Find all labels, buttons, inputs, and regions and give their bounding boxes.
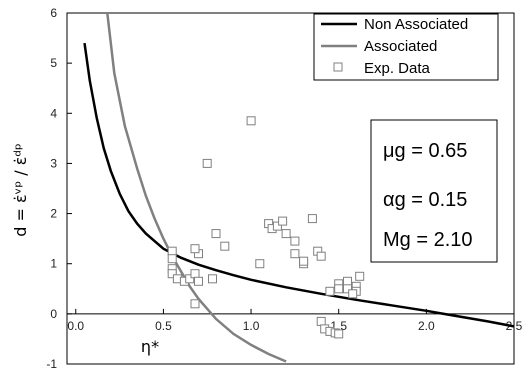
exp-data-point [167,246,177,256]
x-tick-label: 1.0 [243,319,260,333]
parameter-box: μg = 0.65 αg = 0.15 Mg = 2.10 [370,119,498,263]
y-tick-label: -1 [46,357,57,371]
legend-swatch-exp-data [333,62,343,72]
x-tick-label: 0.0 [67,319,84,333]
legend-label-associated: Associated [364,38,437,55]
param-alpha-value: 0.15 [429,189,468,211]
exp-data-point [299,256,309,266]
parameter-box-frame [370,119,498,263]
non-associated-line [83,42,514,328]
param-mu-symbol: μg [383,140,406,162]
x-tick-label: 2.0 [418,319,435,333]
exp-data-point [355,271,365,281]
param-mu-equals: = [411,140,428,162]
exp-data-point [167,254,177,264]
x-axis-title: η* [141,337,159,356]
exp-data-point [190,269,200,279]
param-alpha-equals: = [411,189,428,211]
legend: Non Associated Associated Exp. Data [313,13,499,81]
exp-data-point [167,269,177,279]
exp-data-point [348,289,358,299]
param-alpha-g: αg = 0.15 [383,189,467,211]
exp-data-point [272,221,282,231]
exp-data-point [290,249,300,259]
exp-data-point [334,284,344,294]
exp-data-point [185,274,195,284]
param-m-g: Mg = 2.10 [383,229,473,251]
exp-data-point [278,216,288,226]
y-tick-label: 0 [50,307,57,321]
y-tick-label: 2 [50,207,57,221]
exp-data-point [325,286,335,296]
exp-data-point [211,229,221,239]
y-tick-label: 6 [50,6,57,20]
x-tick-label: 2.5 [506,319,523,333]
param-m-value: 2.10 [434,229,473,251]
y-tick-label: 5 [50,56,57,70]
exp-data-point [190,244,200,254]
y-axis-title: d = ε̇ᵛᵖ / ε̇ᵈᵖ [11,143,30,236]
param-alpha-symbol: αg [383,189,406,211]
legend-label-non-associated: Non Associated [364,16,468,33]
exp-data-point [255,259,265,269]
param-mu-g: μg = 0.65 [383,140,467,162]
exp-data-point [208,274,217,284]
exp-data-point [316,251,326,261]
exp-data-point [190,299,200,309]
exp-data-point [334,329,344,339]
param-m-symbol: Mg [383,229,411,251]
x-tick-label: 0.5 [155,319,172,333]
exp-data-point [316,316,326,326]
exp-data-point [220,241,230,251]
exp-data-point [343,284,352,294]
param-mu-value: 0.65 [428,140,467,162]
y-tick-label: 3 [50,156,57,170]
exp-data-point [281,229,291,239]
y-tick-label: 1 [50,257,57,271]
exp-data-point [246,116,256,126]
legend-label-exp-data: Exp. Data [364,60,431,77]
param-m-equals: = [416,229,433,251]
y-axis-ticks: -1 0 1 2 3 4 5 6 [46,6,72,371]
exp-data-point [202,158,212,168]
exp-data-points [167,116,365,339]
exp-data-point [307,214,317,224]
exp-data-point [290,236,300,246]
associated-line [106,13,287,363]
y-tick-label: 4 [50,106,57,120]
exp-data-point [194,276,203,286]
exp-data-point [343,276,352,286]
